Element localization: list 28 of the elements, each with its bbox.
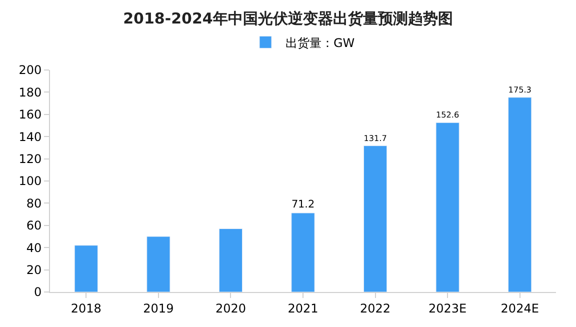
x-tick-label: 2019 xyxy=(143,301,174,316)
bar xyxy=(218,228,243,292)
y-tick-label: 100 xyxy=(18,174,42,188)
bar xyxy=(508,97,532,292)
y-tick-label: 140 xyxy=(18,130,42,144)
x-tick-label: 2020 xyxy=(215,301,246,316)
chart-title: 2018-2024年中国光伏逆变器出货量预测趋势图 xyxy=(123,10,453,28)
bar xyxy=(436,122,460,292)
legend-label: 出货量：GW xyxy=(286,36,355,50)
bar xyxy=(291,212,315,292)
y-tick-label: 120 xyxy=(18,152,42,166)
y-tick-label: 80 xyxy=(26,196,42,210)
x-tick-label: 2018 xyxy=(70,301,102,316)
bar xyxy=(74,245,98,292)
x-tick-label: 2024E xyxy=(500,301,539,316)
x-tick-label: 2023E xyxy=(428,301,467,316)
y-tick-label: 40 xyxy=(26,240,42,255)
data-label: 71.2 xyxy=(291,198,315,210)
y-tick-label: 0 xyxy=(34,285,42,300)
x-tick-label: 2022 xyxy=(360,301,391,316)
x-tick-label: 2021 xyxy=(288,301,318,316)
y-tick-label: 200 xyxy=(18,63,42,78)
bar xyxy=(363,146,388,292)
y-tick-label: 60 xyxy=(26,218,42,233)
y-tick-label: 160 xyxy=(18,108,42,122)
y-tick-label: 20 xyxy=(26,263,42,277)
bar xyxy=(146,236,170,292)
y-tick-label: 180 xyxy=(18,85,42,100)
